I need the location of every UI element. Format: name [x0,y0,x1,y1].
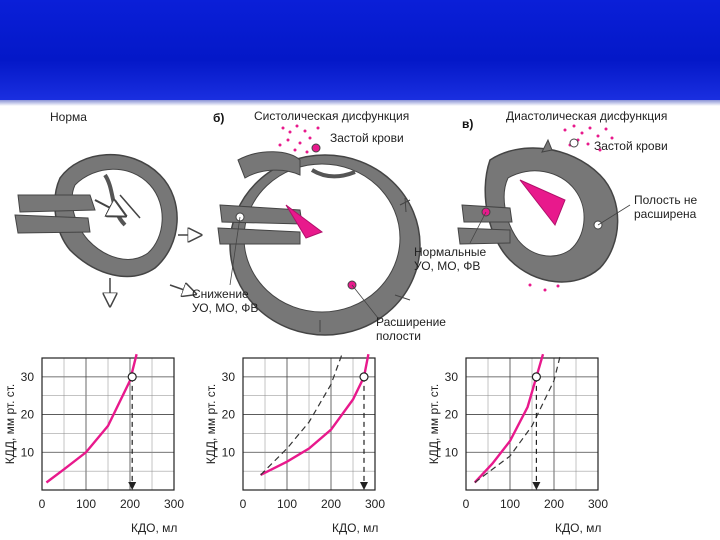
title-banner [0,0,720,100]
y-tick-label: 10 [222,445,236,459]
y-tick-label: 10 [445,445,459,459]
y-tick-label: 30 [445,370,459,384]
note-systolic-3: Расширение [376,315,446,329]
y-tick-label: 10 [21,445,35,459]
series-line-0 [45,353,138,484]
x-tick-label: 0 [463,497,470,511]
x-tick-label: 300 [588,497,608,511]
series-line-0 [473,353,545,484]
operating-point [359,372,369,382]
operating-point [531,372,542,382]
drop-arrow [360,482,368,490]
x-tick-label: 300 [164,497,184,511]
congestion-dots-systolic [278,124,320,154]
x-tick-label: 0 [240,497,247,511]
heart-normal [14,154,195,300]
congestion-dots-diastolic [563,124,614,152]
congestion-label-systolic: Застой крови [330,131,404,145]
heart-systolic [217,151,421,336]
y-tick-label: 20 [21,408,35,422]
x-tick-label: 300 [365,497,385,511]
x-tick-label: 100 [277,497,297,511]
x-tick-label: 200 [120,497,140,511]
note-systolic-1: Снижение [192,287,249,301]
y-tick-label: 30 [222,370,236,384]
plot-frame [242,357,376,491]
y-axis-label: КДД, мм рт. ст. [204,384,218,465]
x-tick-label: 100 [76,497,96,511]
congestion-marker-systolic [311,143,321,153]
panel-diastolic: в) Диастолическая дисфункция Застой кров… [414,109,698,292]
note-diastolic-4: УО, МО, ФВ [414,259,480,273]
chart-normal: 0 100 200 300 10 20 30 КДО, мл КДД, мм рт. ст. [3,353,184,535]
x-axis-label: КДО, мл [332,521,378,535]
series-line-1 [474,354,562,483]
panel-letter-c: в) [462,117,473,131]
note-diastolic-1: Полость не [634,193,698,207]
congestion-label-diastolic: Застой крови [594,139,668,153]
plot-frame [41,357,175,491]
heart-diastolic [457,138,619,292]
y-tick-label: 30 [21,370,35,384]
series-line-1 [260,353,343,476]
panel-title-diastolic: Диастолическая дисфункция [506,109,667,123]
note-systolic-4: полости [376,329,421,343]
panel-letter-b: б) [213,111,224,125]
note-diastolic-3: Нормальные [414,245,486,259]
drop-arrow [128,482,137,490]
banner-shadow [0,100,720,106]
x-tick-label: 200 [321,497,341,511]
panel-title-normal: Норма [50,110,87,124]
note-systolic-2: УО, МО, ФВ [192,301,258,315]
x-axis-label: КДО, мл [555,521,601,535]
x-tick-label: 100 [500,497,520,511]
y-tick-label: 20 [445,408,459,422]
y-axis-label: КДД, мм рт. ст. [427,384,441,465]
panel-normal: Норма [14,110,195,300]
x-axis-label: КДО, мл [131,521,177,535]
congestion-marker-diastolic [569,138,579,148]
chart-diastolic: 0 100 200 300 10 20 30 КДО, мл КДД, мм рт. ст. [427,353,608,535]
x-tick-label: 200 [544,497,564,511]
panel-title-systolic: Систолическая дисфункция [254,109,409,123]
drop-arrow [532,482,541,490]
chart-systolic: 0 100 200 300 10 20 30 КДО, мл КДД, мм рт. ст. [204,353,385,535]
y-axis-label: КДД, мм рт. ст. [3,384,17,465]
panel-systolic: б) Систолическая дисфункция Застой крови… [192,109,446,343]
note-diastolic-2: расширена [634,207,697,221]
x-tick-label: 0 [39,497,46,511]
plot-frame [465,357,599,491]
y-tick-label: 20 [222,408,236,422]
operating-point [127,372,137,382]
